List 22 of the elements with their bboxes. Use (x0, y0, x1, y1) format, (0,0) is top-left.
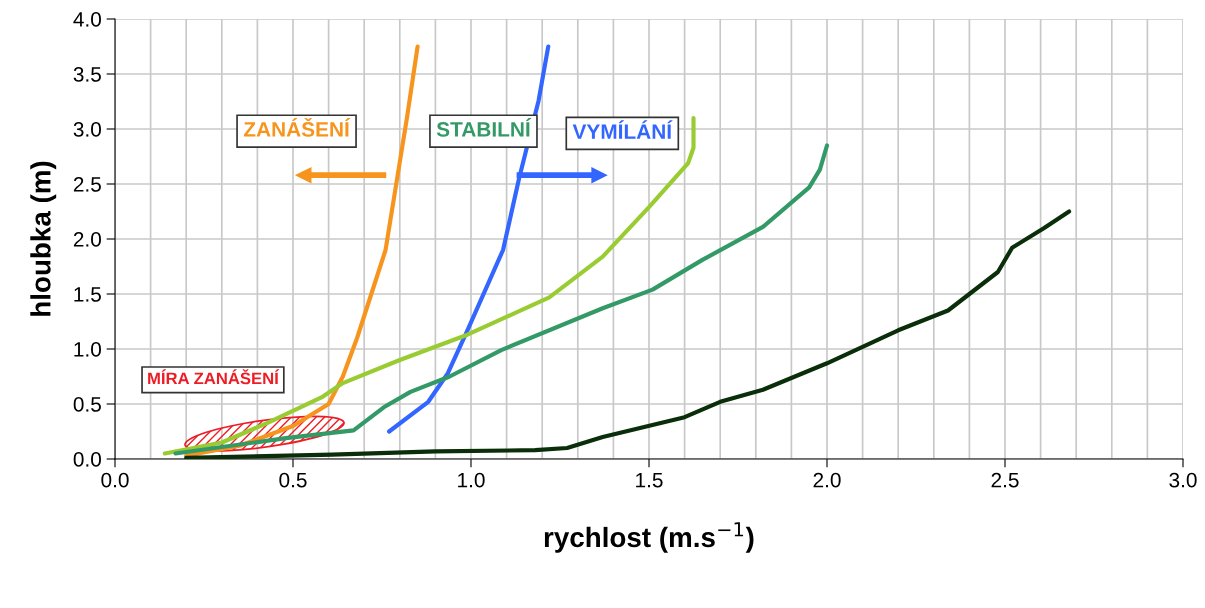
x-tick-label: 0.0 (101, 472, 129, 488)
y-tick-label: 4.0 (73, 12, 101, 27)
y-tick-label: 0.5 (73, 397, 101, 412)
y-tick-label: 1.5 (74, 287, 101, 302)
annotation: VYMÍLÁNÍ (572, 120, 673, 139)
y-tick-label: 3.5 (73, 67, 101, 82)
y-tick-label: 0.0 (73, 452, 101, 467)
x-tick-label: 0.5 (279, 472, 307, 488)
x-tick-label: 1.0 (458, 472, 485, 488)
x-tick-label: 2.0 (813, 472, 841, 488)
y-axis-title: hloubka (m) (30, 161, 57, 316)
y-tick-label: 3.0 (73, 122, 101, 137)
annotation: MÍRA ZANÁŠENÍ (148, 369, 280, 385)
x-tick-label: 3.0 (1169, 472, 1197, 488)
x-axis-title: rychlost (m.s$^{−1}$) (544, 522, 754, 553)
annotation: ZANÁŠENÍ (243, 117, 351, 137)
y-tick-label: 2.5 (73, 177, 101, 192)
annotation: STABILNÍ (436, 118, 532, 137)
x-tick-label: 2.5 (991, 472, 1019, 488)
x-tick-label: 1.5 (636, 472, 663, 488)
y-tick-label: 2.0 (73, 232, 101, 247)
y-tick-label: 1.0 (74, 342, 101, 357)
